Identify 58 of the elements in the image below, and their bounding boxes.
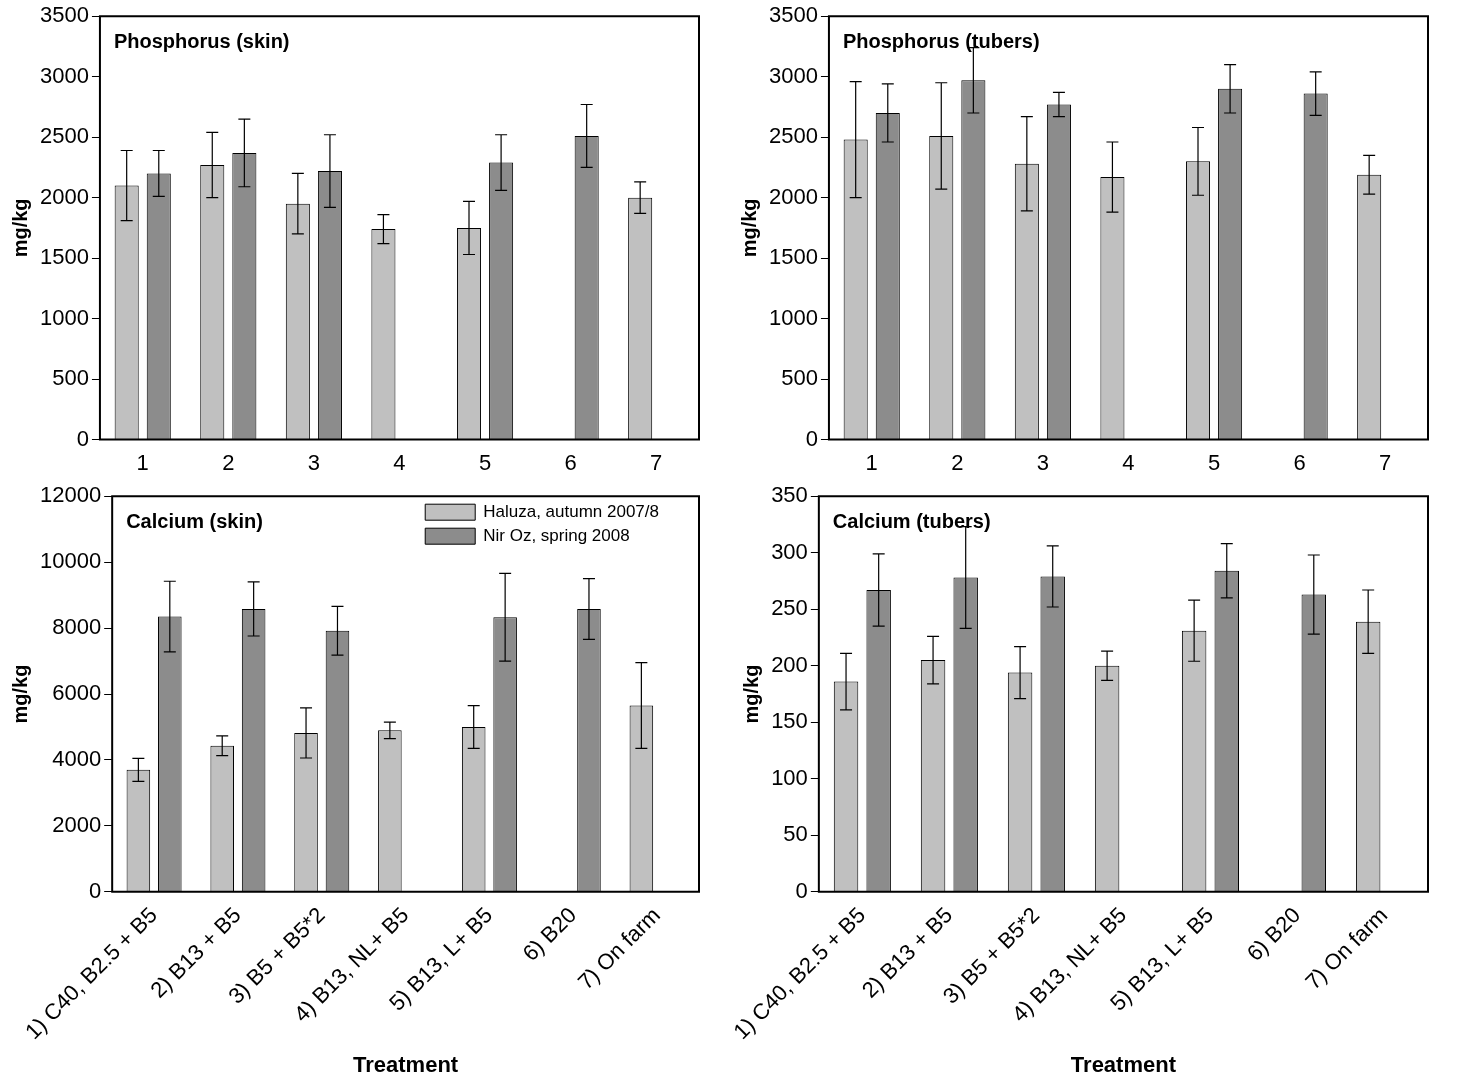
x-tick-label: 3 <box>1036 449 1050 475</box>
y-tick-label: 2500 <box>768 123 818 149</box>
x-tick-label: 2 <box>951 449 964 475</box>
y-tick-label: 500 <box>781 365 818 391</box>
y-tick-label: 0 <box>805 425 818 451</box>
y-axis-title: mg/kg <box>8 664 31 724</box>
legend-label: Haluza, autumn 2007/8 <box>483 501 660 521</box>
y-tick-label: 3500 <box>39 2 89 28</box>
y-tick-label: 50 <box>783 821 808 847</box>
x-tick-label: 1 <box>865 449 878 475</box>
x-tick-label: 3 <box>307 449 321 475</box>
y-tick-label: 0 <box>76 425 89 451</box>
y-tick-label: 3000 <box>39 62 89 88</box>
y-tick-label: 1000 <box>39 304 89 330</box>
y-tick-label: 6000 <box>52 680 102 706</box>
x-tick-label: 6 <box>1293 449 1306 475</box>
y-tick-label: 1500 <box>39 244 89 270</box>
text: Phosphorus (skin) <box>113 29 290 52</box>
x-tick-label: 1 <box>136 449 149 475</box>
y-tick-label: 150 <box>771 708 808 734</box>
text: Calcium (tubers) <box>832 509 991 532</box>
y-tick-label: 2500 <box>39 123 89 149</box>
legend-label: Nir Oz, spring 2008 <box>483 525 630 545</box>
x-tick-label: 6 <box>564 449 577 475</box>
y-axis-title: mg/kg <box>739 664 762 724</box>
y-axis-title: mg/kg <box>8 198 31 258</box>
y-tick-label: 8000 <box>52 614 102 640</box>
y-tick-label: 3500 <box>768 2 818 28</box>
y-tick-label: 1000 <box>768 304 818 330</box>
y-tick-label: 300 <box>771 538 808 564</box>
y-tick-label: 3000 <box>768 62 818 88</box>
y-tick-label: 0 <box>88 877 102 903</box>
y-tick-label: 2000 <box>52 811 102 837</box>
y-tick-label: 12000 <box>39 482 102 508</box>
x-tick-label: 7 <box>650 449 663 475</box>
y-tick-label: 100 <box>771 764 808 790</box>
x-tick-label: 2 <box>222 449 235 475</box>
text: Phosphorus (tubers) <box>842 29 1040 52</box>
text: Calcium (skin) <box>126 509 263 532</box>
y-tick-label: 1500 <box>768 244 818 270</box>
y-tick-label: 2000 <box>768 183 818 209</box>
y-axis-title: mg/kg <box>737 198 760 258</box>
y-tick-label: 350 <box>771 482 808 508</box>
y-tick-label: 2000 <box>39 183 89 209</box>
x-axis-title: Treatment <box>353 1051 459 1077</box>
x-tick-label: 6) B20 <box>517 902 582 966</box>
y-tick-label: 10000 <box>39 548 102 574</box>
x-tick-label: 5 <box>1207 449 1221 475</box>
y-tick-label: 250 <box>771 595 808 621</box>
x-tick-label: 4 <box>393 449 406 475</box>
y-tick-label: 4000 <box>52 746 102 772</box>
x-tick-label: 4 <box>1122 449 1135 475</box>
y-tick-label: 500 <box>52 365 89 391</box>
y-tick-label: 200 <box>771 651 808 677</box>
x-tick-label: 7 <box>1379 449 1392 475</box>
x-axis-title: Treatment <box>1070 1051 1177 1077</box>
y-tick-label: 0 <box>795 877 808 903</box>
x-tick-label: 5 <box>478 449 492 475</box>
